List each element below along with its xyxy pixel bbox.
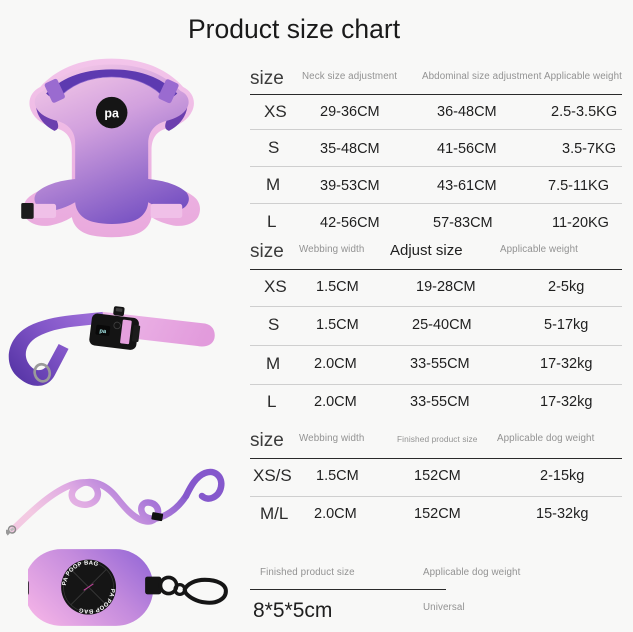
svg-text:pa: pa: [104, 107, 119, 121]
